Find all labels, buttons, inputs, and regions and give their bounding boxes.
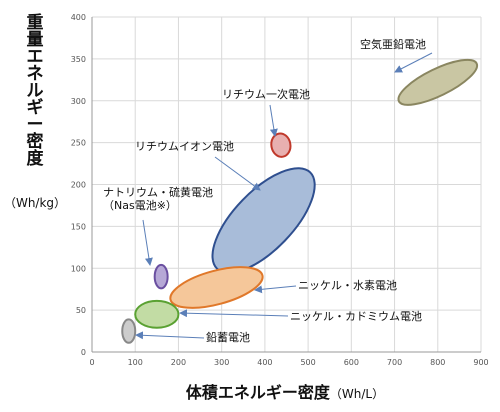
region-labels: 空気亜鉛電池リチウム一次電池リチウムイオン電池ナトリウム・硫黄電池（Nas電池※… xyxy=(103,37,426,344)
region-label: ニッケル・水素電池 xyxy=(298,279,397,292)
x-axis-unit: （Wh/L） xyxy=(330,387,384,401)
region-label: ナトリウム・硫黄電池 xyxy=(103,185,213,199)
leader-arrow xyxy=(269,104,278,137)
region-ellipse xyxy=(397,58,479,106)
y-axis-title-char: エ xyxy=(27,47,44,67)
y-axis-title-char: 量 xyxy=(27,29,44,50)
region-ellipse xyxy=(121,318,137,344)
leader-arrow xyxy=(254,285,297,294)
x-tick-label: 100 xyxy=(128,358,143,367)
leader-arrow xyxy=(135,331,205,340)
region-ellipse xyxy=(134,299,180,329)
y-tick-label: 400 xyxy=(71,13,86,22)
region-label: リチウム一次電池 xyxy=(222,87,310,101)
x-tick-label: 800 xyxy=(430,358,445,367)
x-tick-label: 0 xyxy=(89,358,94,367)
region-ellipse xyxy=(169,266,264,309)
x-tick-label: 200 xyxy=(171,358,186,367)
leader-arrow xyxy=(179,309,289,318)
y-tick-label: 50 xyxy=(76,306,86,315)
y-axis-title-char: 重 xyxy=(27,12,44,33)
x-tick-label: 400 xyxy=(257,358,272,367)
leader-arrow xyxy=(214,156,261,191)
region-ellipse xyxy=(153,263,169,290)
y-axis-title-char: 度 xyxy=(27,148,45,169)
x-tick-label: 900 xyxy=(473,358,488,367)
x-axis-title-text: 体積エネルギー密度 xyxy=(186,383,331,402)
axes: 0 100 200 300 400 500 600 700 800 900 0 50 100 150 200… xyxy=(71,13,489,367)
x-axis-title: 体積エネルギー密度（Wh/L） xyxy=(186,383,384,402)
region-label: 空気亜鉛電池 xyxy=(360,37,426,51)
y-axis-title-char: ー xyxy=(27,115,44,135)
battery-regions xyxy=(121,58,479,344)
y-axis-title-char: ネ xyxy=(27,64,44,84)
y-tick-label: 150 xyxy=(71,222,86,231)
leader-arrow xyxy=(142,219,153,266)
y-tick-label: 300 xyxy=(71,97,86,106)
region-ellipse xyxy=(270,132,292,158)
y-axis-unit: （Wh/kg） xyxy=(4,196,66,210)
y-axis-title-char: ギ xyxy=(27,98,44,118)
y-axis-title-char: ル xyxy=(27,81,44,101)
y-tick-label: 100 xyxy=(71,264,86,273)
region-label: ニッケル・カドミウム電池 xyxy=(290,310,422,323)
x-tick-label: 300 xyxy=(214,358,229,367)
x-tick-label: 700 xyxy=(387,358,402,367)
region-ellipse xyxy=(211,167,316,274)
y-axis-title-char: 密 xyxy=(27,131,44,152)
region-label: 鉛蓄電池 xyxy=(206,330,250,344)
y-tick-label: 0 xyxy=(81,348,86,357)
x-tick-label: 600 xyxy=(344,358,359,367)
leader-arrow xyxy=(394,52,433,73)
y-tick-label: 350 xyxy=(71,55,86,64)
x-tick-label: 500 xyxy=(300,358,315,367)
region-label: リチウムイオン電池 xyxy=(135,140,234,153)
y-tick-label: 250 xyxy=(71,139,86,148)
leader-lines xyxy=(135,52,433,340)
region-label: （Nas電池※） xyxy=(103,199,177,212)
y-tick-label: 200 xyxy=(71,181,86,190)
